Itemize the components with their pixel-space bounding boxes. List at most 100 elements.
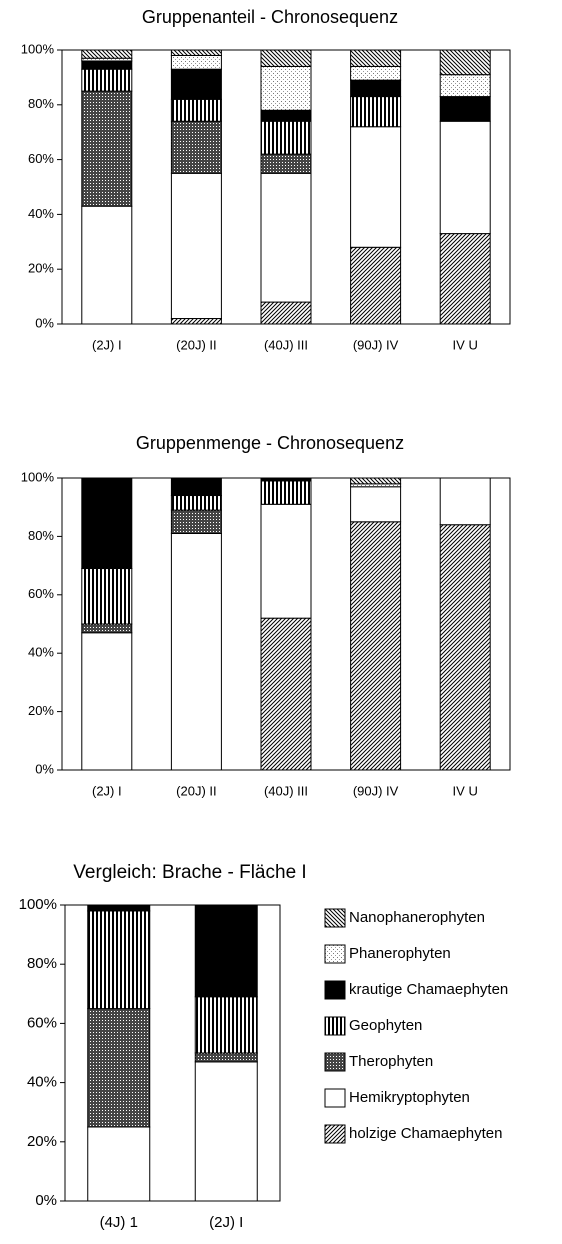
bar-segment	[260, 301, 312, 325]
legend-swatch	[324, 980, 346, 1000]
y-tick-label: 80%	[28, 528, 54, 543]
legend-label: Geophyten	[349, 1017, 422, 1034]
bar-segment	[170, 68, 222, 100]
bar-segment	[194, 1061, 258, 1202]
bar-segment	[350, 79, 402, 98]
legend-label: Hemikryptophyten	[349, 1089, 470, 1106]
legend-label: krautige Chamaephyten	[349, 981, 508, 998]
y-tick-label: 60%	[27, 1014, 57, 1031]
bar-segment	[439, 524, 491, 771]
y-tick-label: 40%	[28, 645, 54, 660]
y-tick-label: 80%	[27, 955, 57, 972]
legend-swatch	[324, 1052, 346, 1072]
legend-swatch	[324, 944, 346, 964]
bar-segment	[81, 632, 133, 771]
bar-segment	[350, 49, 402, 67]
bar-segment	[350, 486, 402, 523]
bar-segment	[170, 172, 222, 320]
bar-segment	[350, 65, 402, 81]
y-tick-label: 100%	[21, 469, 55, 484]
y-tick-label: 0%	[35, 1192, 57, 1209]
legend-label: Therophyten	[349, 1053, 433, 1070]
bar-segment	[81, 205, 133, 325]
chart-title: Gruppenmenge - Chronosequenz	[136, 433, 404, 453]
x-tick-label: (2J) I	[92, 783, 122, 798]
bar-segment	[87, 910, 151, 1010]
bar-segment	[439, 477, 491, 526]
bar-segment	[260, 172, 312, 303]
y-tick-label: 20%	[27, 1133, 57, 1150]
x-tick-label: (90J) IV	[353, 337, 399, 352]
bar-segment	[87, 1008, 151, 1128]
chart-title: Vergleich: Brache - Fläche I	[73, 862, 306, 883]
bar-segment	[81, 477, 133, 570]
bar-segment	[439, 49, 491, 76]
legend-label: Phanerophyten	[349, 945, 451, 962]
y-tick-label: 100%	[19, 896, 57, 913]
bar-segment	[260, 480, 312, 505]
bar-segment	[260, 49, 312, 67]
x-tick-label: (90J) IV	[353, 783, 399, 798]
bar-segment	[81, 68, 133, 92]
y-tick-label: 0%	[35, 315, 54, 330]
bar-segment	[194, 1052, 258, 1063]
bar-segment	[260, 153, 312, 174]
x-tick-label: (40J) III	[264, 783, 308, 798]
y-tick-label: 100%	[21, 41, 55, 56]
bar-segment	[170, 49, 222, 56]
bar-segment	[170, 532, 222, 771]
x-tick-label: (40J) III	[264, 337, 308, 352]
bar-segment	[81, 60, 133, 70]
bar-segment	[260, 617, 312, 771]
chart-title: Gruppenanteil - Chronosequenz	[142, 7, 398, 27]
legend-swatch	[324, 1016, 346, 1036]
bar-segment	[81, 623, 133, 634]
bar-segment	[194, 904, 258, 998]
bar-segment	[260, 120, 312, 155]
x-tick-label: IV U	[453, 337, 478, 352]
x-tick-label: (4J) 1	[100, 1214, 138, 1231]
bar-segment	[350, 477, 402, 485]
bar-segment	[170, 495, 222, 511]
bar-segment	[170, 477, 222, 497]
legend-swatch	[324, 1124, 346, 1144]
bar-segment	[170, 98, 222, 122]
bar-segment	[194, 996, 258, 1054]
y-tick-label: 80%	[28, 96, 54, 111]
bar-segment	[170, 509, 222, 534]
bar-segment	[439, 96, 491, 122]
bar-segment	[170, 120, 222, 174]
bar-segment	[87, 1126, 151, 1202]
bar-segment	[81, 568, 133, 625]
bar-segment	[260, 477, 312, 482]
bar-segment	[170, 54, 222, 70]
bar-segment	[350, 246, 402, 325]
y-tick-label: 40%	[28, 206, 54, 221]
legend-label: Nanophanerophyten	[349, 909, 485, 926]
bar-segment	[81, 90, 133, 207]
x-tick-label: (20J) II	[176, 337, 216, 352]
y-tick-label: 40%	[27, 1074, 57, 1091]
bar-segment	[439, 120, 491, 235]
y-tick-label: 20%	[28, 703, 54, 718]
x-tick-label: (2J) I	[92, 337, 122, 352]
bar-segment	[260, 65, 312, 111]
x-tick-label: (2J) I	[209, 1214, 243, 1231]
bar-segment	[350, 96, 402, 128]
bar-segment	[260, 503, 312, 619]
x-tick-label: (20J) II	[176, 783, 216, 798]
x-tick-label: IV U	[453, 783, 478, 798]
bar-segment	[81, 49, 133, 59]
bar-segment	[170, 318, 222, 325]
y-tick-label: 60%	[28, 151, 54, 166]
bar-segment	[350, 521, 402, 771]
legend-swatch	[324, 1088, 346, 1108]
y-tick-label: 20%	[28, 261, 54, 276]
legend-label: holzige Chamaephyten	[349, 1125, 502, 1142]
y-tick-label: 60%	[28, 586, 54, 601]
bar-segment	[439, 233, 491, 325]
bar-segment	[260, 109, 312, 122]
bar-segment	[87, 904, 151, 912]
bar-segment	[350, 126, 402, 248]
